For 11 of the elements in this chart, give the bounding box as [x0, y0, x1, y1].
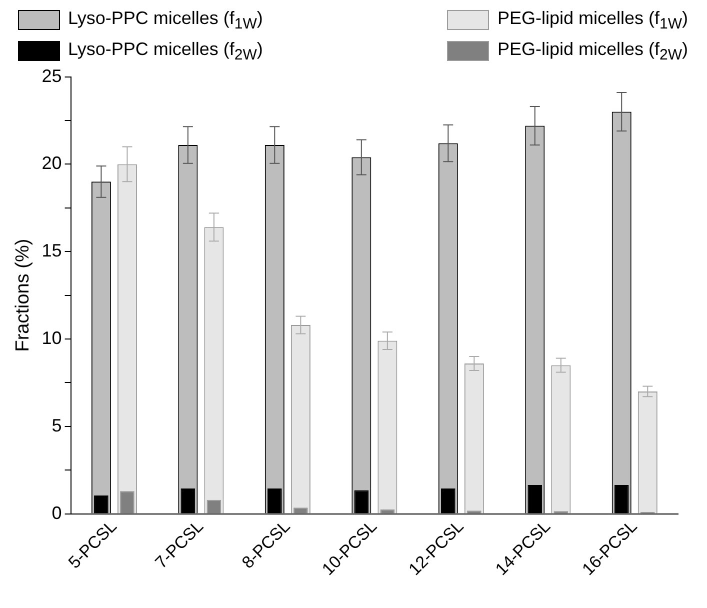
y-tick-label: 15: [42, 240, 62, 261]
legend-label: PEG-lipid micelles (f$_{2W}$): [497, 38, 688, 64]
y-tick-label: 25: [42, 66, 62, 86]
y-tick-label: 0: [52, 502, 62, 523]
legend-label: Lyso-PPC micelles (f$_{2W}$): [68, 38, 263, 64]
legend-label: Lyso-PPC micelles (f$_{1W}$): [68, 8, 263, 33]
y-tick-label: 10: [42, 328, 62, 348]
y-axis-title: Fractions (%): [12, 239, 34, 352]
y-tick-label: 20: [42, 153, 62, 174]
legend-label: PEG-lipid micelles (f$_{1W}$): [497, 8, 688, 33]
y-tick-label: 5: [52, 416, 62, 436]
